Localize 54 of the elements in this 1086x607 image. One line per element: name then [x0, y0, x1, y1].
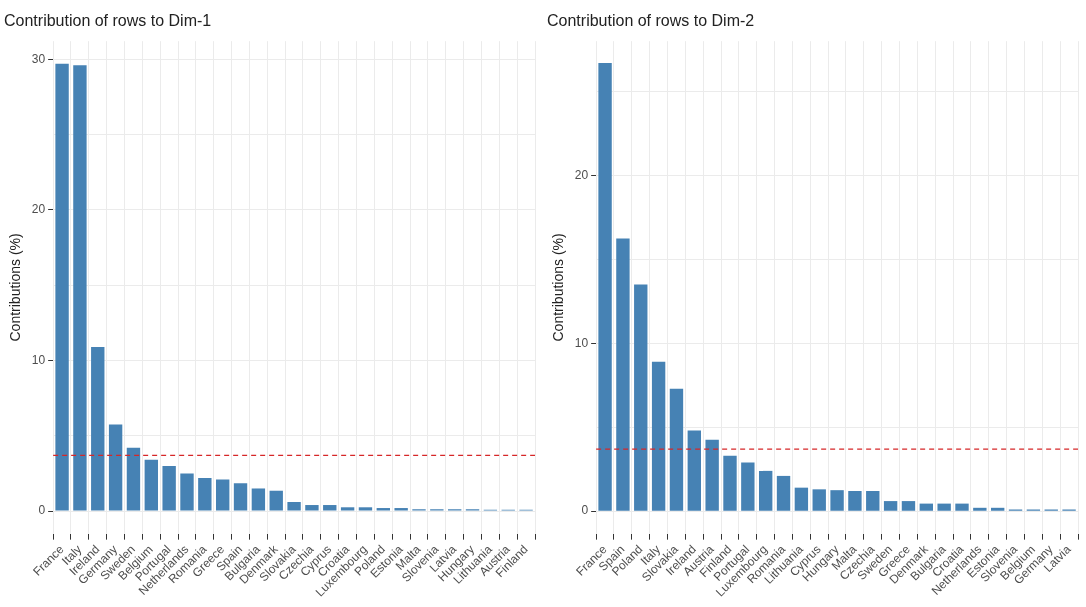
bar — [394, 508, 408, 511]
bar — [55, 63, 69, 511]
bar — [705, 439, 719, 511]
bar — [866, 491, 880, 511]
bar — [634, 284, 648, 511]
bar — [669, 388, 684, 511]
y-axis-title: Contributions (%) — [550, 233, 567, 342]
bar — [598, 63, 612, 511]
y-axis-title: Contributions (%) — [7, 233, 24, 342]
bar — [73, 65, 87, 511]
bar — [269, 490, 283, 511]
bar — [162, 465, 176, 511]
bar — [937, 503, 951, 511]
bar — [687, 430, 701, 511]
bar — [108, 424, 123, 511]
bar — [616, 238, 630, 511]
bar — [251, 488, 266, 511]
bar — [723, 455, 737, 511]
bar — [216, 479, 230, 511]
bar — [955, 503, 969, 511]
bar — [323, 505, 337, 511]
bar — [848, 491, 862, 511]
bar — [340, 507, 355, 511]
y-tick-label: 0 — [38, 503, 46, 518]
bar — [919, 503, 933, 511]
bar — [376, 508, 390, 511]
bar — [830, 490, 844, 511]
bar — [651, 361, 666, 511]
bar — [126, 447, 141, 511]
bar — [198, 477, 212, 511]
y-tick-label: 30 — [31, 51, 46, 66]
bar — [973, 507, 987, 511]
bar — [305, 505, 319, 511]
bar — [180, 473, 194, 511]
bar — [901, 501, 916, 511]
bar — [759, 470, 773, 511]
bar — [358, 507, 373, 511]
y-tick-label: 10 — [574, 335, 589, 350]
bar — [741, 462, 755, 511]
chart-title: Contribution of rows to Dim-2 — [547, 12, 755, 30]
bar — [812, 489, 826, 511]
bar — [144, 459, 158, 511]
bar — [233, 483, 248, 511]
y-tick-label: 20 — [31, 202, 46, 217]
bar — [883, 501, 898, 511]
bar — [794, 487, 809, 511]
bar — [287, 502, 301, 511]
chart-title: Contribution of rows to Dim-1 — [4, 12, 212, 30]
y-tick-label: 0 — [581, 503, 589, 518]
y-tick-label: 20 — [574, 167, 589, 182]
y-tick-label: 10 — [31, 352, 46, 367]
bar — [91, 346, 105, 511]
bar — [776, 475, 791, 511]
bar — [991, 507, 1005, 511]
